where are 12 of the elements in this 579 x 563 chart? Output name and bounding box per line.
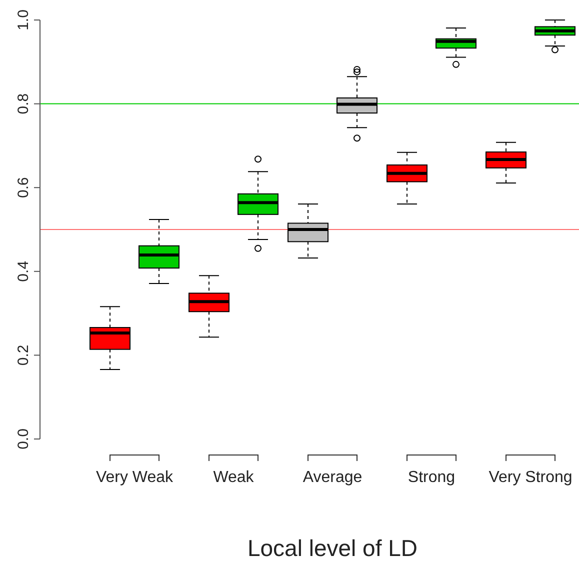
x-tick-label: Average — [302, 469, 362, 486]
y-tick-label: 0.4 — [15, 260, 32, 282]
x-axis-title: Local level of LD — [247, 535, 418, 561]
x-tick-label: Strong — [408, 469, 456, 486]
x-tick-label: Very Weak — [96, 469, 174, 486]
y-tick-label: 0.6 — [15, 177, 32, 198]
y-tick-label: 1.0 — [15, 10, 32, 30]
x-tick-label: Very Strong — [488, 469, 572, 486]
x-tick-label: Weak — [213, 469, 255, 486]
y-tick-label: 0.8 — [15, 93, 32, 114]
y-tick-label: 0.0 — [15, 428, 32, 450]
y-tick-label: 0.2 — [15, 344, 32, 366]
